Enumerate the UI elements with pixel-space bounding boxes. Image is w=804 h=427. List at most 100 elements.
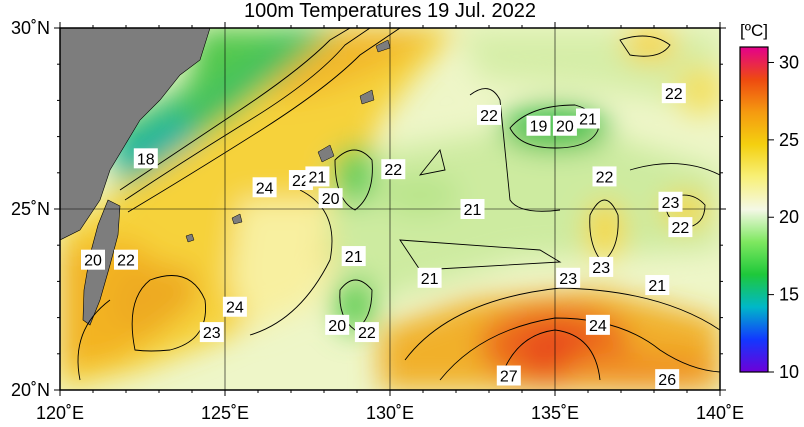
x-tick-label: 140˚E xyxy=(696,403,744,423)
contour-label: 21 xyxy=(341,246,366,267)
contour-label: 21 xyxy=(645,275,670,296)
contour-label: 18 xyxy=(133,148,158,169)
map-title: 100m Temperatures 19 Jul. 2022 xyxy=(243,0,537,22)
contour-label: 24 xyxy=(222,296,247,317)
plot-area: 18 20 22 24 22 21 20 22 22 19 20 21 22 22 21 23 22 21 21 23… xyxy=(60,28,720,390)
contour-label-text: 20 xyxy=(84,253,102,270)
contour-label: 22 xyxy=(354,322,379,343)
contour-label: 26 xyxy=(655,369,680,390)
colorbar-tick-label: 25 xyxy=(779,130,799,150)
contour-label: 23 xyxy=(589,256,614,277)
contour-label-box xyxy=(305,166,330,187)
colorbar-tick-label: 20 xyxy=(779,207,799,227)
grid-lines xyxy=(60,28,720,390)
contour-label: 24 xyxy=(252,177,277,198)
contour-label-box xyxy=(592,166,617,187)
contour-label-text: 20 xyxy=(556,119,574,136)
contour-label-box xyxy=(318,188,343,209)
x-tick-label: 130˚E xyxy=(366,403,414,423)
x-tick-label: 135˚E xyxy=(531,403,579,423)
contour-label-box xyxy=(252,177,277,198)
x-axis-ticks: 120˚E 125˚E 130˚E 135˚E 140˚E xyxy=(36,403,744,423)
contour-label-text: 22 xyxy=(480,108,498,125)
contour-label-layer: 18 20 22 24 22 21 20 22 22 19 20 21 22 22 21 23 22 21 21 23… xyxy=(81,83,693,390)
contour-label: 23 xyxy=(556,267,581,288)
contour-label: 22 xyxy=(668,217,693,238)
colorbar-unit: [ºC] xyxy=(740,21,768,40)
contour-label: 19 xyxy=(526,115,551,136)
contour-label-box xyxy=(199,322,224,343)
contour-label: 23 xyxy=(658,191,683,212)
contour-label: 20 xyxy=(325,314,350,335)
contour-label-box xyxy=(661,83,686,104)
ryukyu-islands xyxy=(185,39,391,243)
contour-label-box xyxy=(477,104,501,125)
contour-label: 22 xyxy=(592,166,617,187)
contour-label-box xyxy=(460,199,485,219)
contour-label-text: 23 xyxy=(559,271,577,288)
contour-label-box xyxy=(133,148,158,169)
contour-label-text: 23 xyxy=(592,260,610,277)
contour-label: 24 xyxy=(585,314,610,335)
y-tick-label: 20˚N xyxy=(11,380,50,400)
contour-label-text: 23 xyxy=(662,195,680,212)
contour-label: 23 xyxy=(199,322,224,343)
contour-label-box xyxy=(655,369,680,390)
contour-label-text: 21 xyxy=(464,202,482,219)
temperature-field xyxy=(60,28,720,390)
contour-label-text: 19 xyxy=(530,119,548,136)
contour-label-text: 21 xyxy=(421,271,439,288)
contour-label-text: 27 xyxy=(500,369,518,386)
contour-label-box xyxy=(576,108,600,129)
y-axis-ticks: 20˚N 25˚N 30˚N xyxy=(11,18,50,400)
contour-label-text: 26 xyxy=(658,372,676,389)
contour-label-text: 20 xyxy=(322,191,340,208)
contour-label-box xyxy=(341,246,366,267)
contour-label-text: 20 xyxy=(328,318,346,335)
contour-label: 22 xyxy=(381,159,406,180)
contour-label-text: 22 xyxy=(384,162,402,179)
y-tick-label: 25˚N xyxy=(11,199,50,219)
contour-label-text: 21 xyxy=(579,112,597,129)
colorbar-scale xyxy=(739,46,769,373)
contour-label-text: 24 xyxy=(589,318,607,335)
contour-label-text: 22 xyxy=(665,86,683,103)
colorbar-tick-label: 30 xyxy=(779,52,799,72)
contour-label-box xyxy=(645,275,670,296)
contour-label: 21 xyxy=(417,267,442,288)
contour-label: 20 xyxy=(552,115,577,136)
x-tick-label: 120˚E xyxy=(36,403,84,423)
contour-label-box xyxy=(81,249,105,270)
contour-label-text: 21 xyxy=(648,278,666,295)
contour-label-box xyxy=(589,256,614,277)
contour-label-box xyxy=(668,217,693,238)
contour-label-box xyxy=(526,115,551,136)
contour-label-box xyxy=(556,267,581,288)
contour-label: 21 xyxy=(460,199,485,219)
contour-label-box xyxy=(325,314,350,335)
contour-label: 21 xyxy=(305,166,330,187)
y-tick-label: 30˚N xyxy=(11,18,50,38)
contour-label-box xyxy=(222,296,247,317)
contour-label-box xyxy=(417,267,442,288)
contour-label-text: 18 xyxy=(137,151,155,168)
contour-label-text: 22 xyxy=(358,325,376,342)
contour-label-text: 22 xyxy=(117,253,135,270)
contour-label: 21 xyxy=(576,108,600,129)
colorbar-ticks: 30 25 20 15 10 xyxy=(768,52,799,382)
colorbar-tick-label: 15 xyxy=(779,285,799,305)
contour-label-box xyxy=(552,115,577,136)
contour-label-text: 21 xyxy=(345,249,363,266)
contour-label-text: 21 xyxy=(309,169,327,186)
mainland-land xyxy=(60,28,211,241)
contour-label: 20 xyxy=(318,188,343,209)
contour-label: 27 xyxy=(496,365,521,386)
contour-label-box xyxy=(381,159,406,180)
contour-label-box xyxy=(496,365,521,386)
colorbar: [ºC] 30 25 20 15 10 xyxy=(739,21,799,382)
x-tick-label: 125˚E xyxy=(201,403,249,423)
contour-label: 22 xyxy=(114,249,138,270)
contour-label: 20 xyxy=(81,249,105,270)
contour-label-box xyxy=(114,249,138,270)
